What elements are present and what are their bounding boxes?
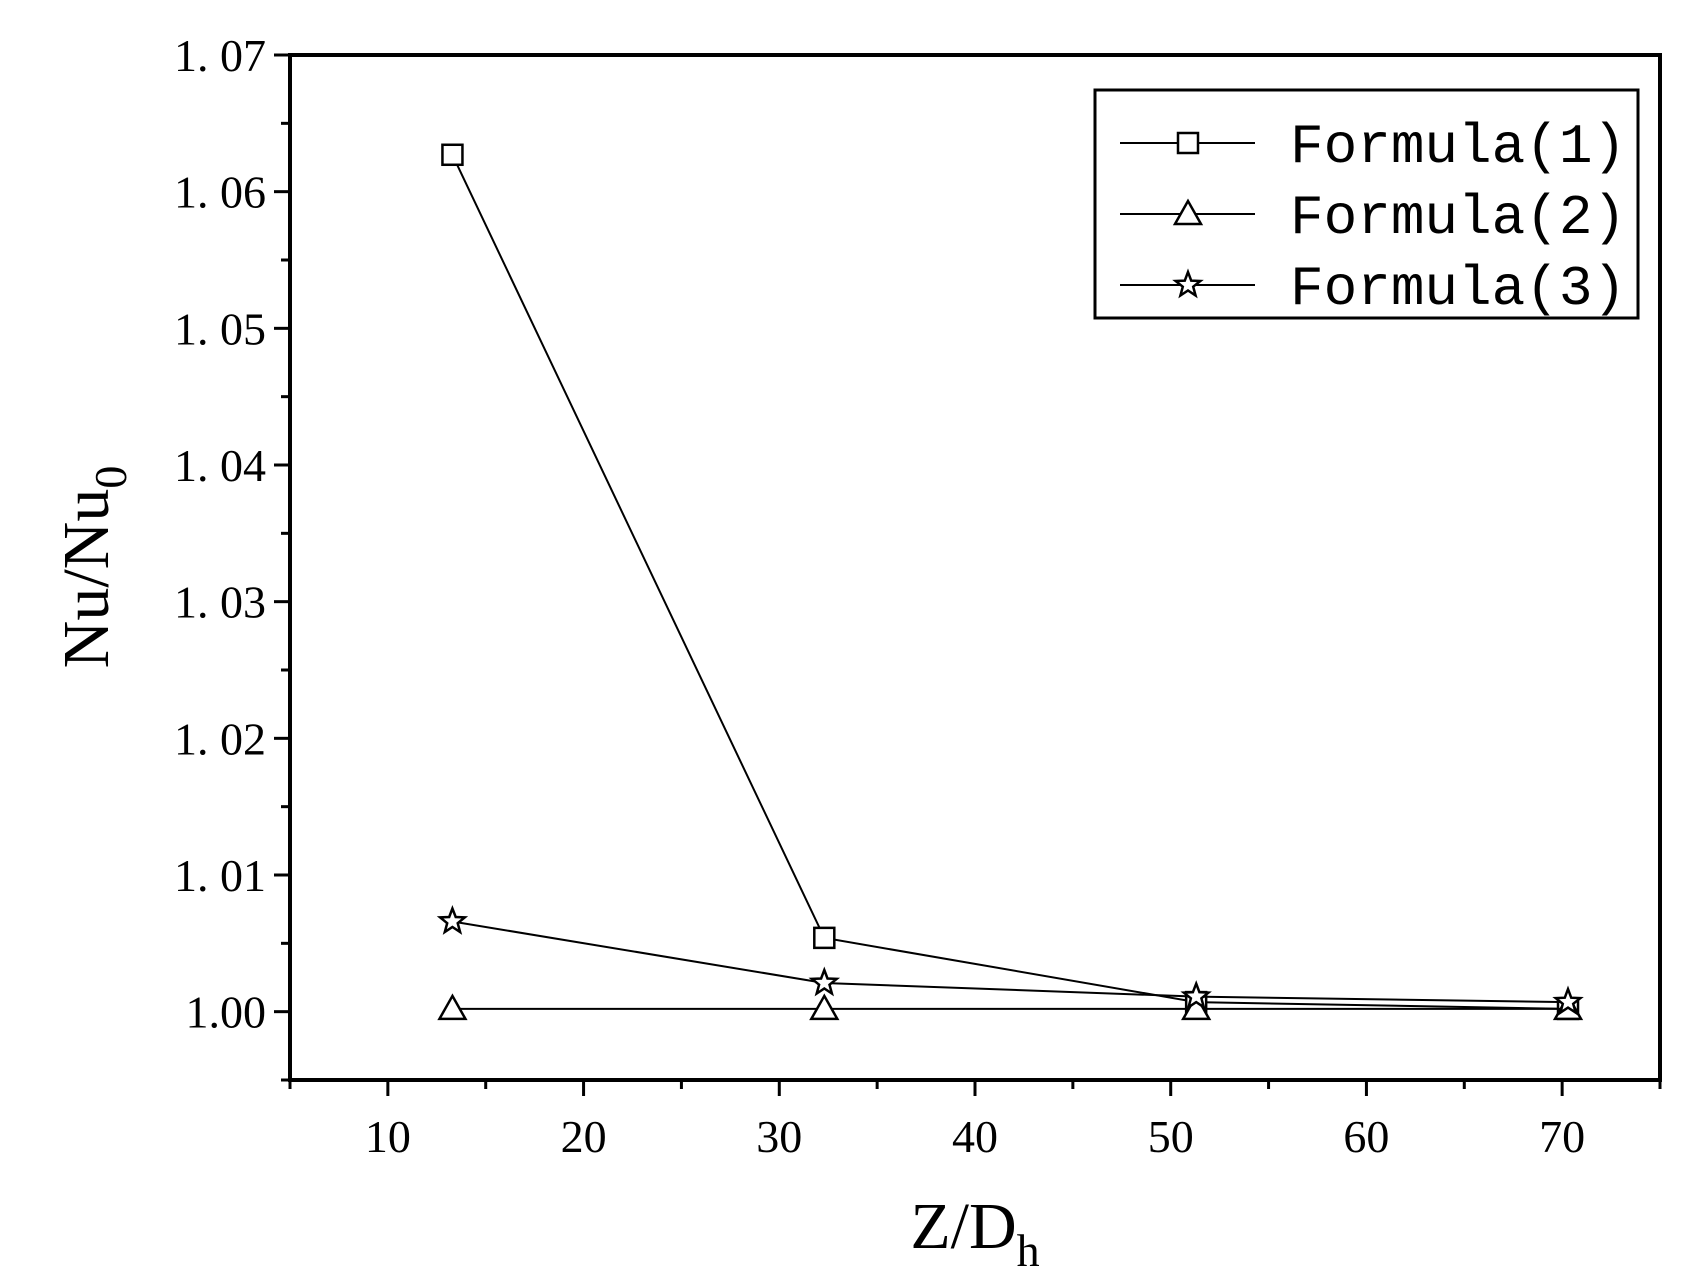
y-axis-title-main: Nu/Nu (50, 489, 123, 669)
x-tick-label: 10 (365, 1111, 411, 1162)
data-point-square (441, 143, 464, 167)
data-point-star (1552, 985, 1584, 1016)
y-tick-label: 1. 03 (174, 577, 266, 628)
legend-marker-star (1172, 268, 1204, 299)
data-point-square (813, 926, 836, 950)
x-axis-title: Z/Dh (910, 1190, 1039, 1276)
x-tick-label: 40 (952, 1111, 998, 1162)
y-tick-label: 1. 04 (174, 440, 266, 491)
series-2 (437, 993, 1584, 1021)
y-axis: 1.00 1. 01 1. 02 1. 03 1. 04 1. 05 1. 06 1. 07 (174, 30, 290, 1082)
legend-marker-square (1176, 131, 1200, 155)
data-point-star (1180, 980, 1212, 1011)
series-3 (436, 904, 1584, 1016)
data-point-triangle (809, 993, 840, 1021)
x-axis-title-sub: h (1017, 1225, 1040, 1276)
legend-label: Formula(3) (1290, 257, 1626, 321)
legend-entry: Formula(2) (1120, 186, 1626, 250)
data-point-star (436, 904, 469, 935)
legend: Formula(1) Formula(2) Formula(3) (1093, 88, 1640, 321)
legend-entry: Formula(1) (1120, 115, 1626, 179)
y-tick-label: 1. 06 (174, 167, 266, 218)
series-line (452, 920, 1569, 1004)
x-tick-label: 70 (1539, 1111, 1585, 1162)
y-tick-label: 1.00 (186, 987, 267, 1038)
x-axis: 10 20 30 40 50 60 70 (288, 1080, 1662, 1162)
data-point-triangle (437, 993, 468, 1021)
y-axis-title: Nu/Nu0 (50, 466, 136, 669)
x-tick-label: 50 (1148, 1111, 1194, 1162)
series-layer (436, 143, 1584, 1021)
y-tick-label: 1. 07 (174, 30, 266, 81)
y-tick-label: 1. 02 (174, 713, 266, 764)
legend-label: Formula(2) (1290, 186, 1626, 250)
legend-marker-triangle (1172, 198, 1204, 226)
y-tick-label: 1. 01 (174, 850, 266, 901)
series-line (451, 154, 1569, 1010)
legend-entry: Formula(3) (1120, 257, 1626, 321)
x-axis-title-main: Z/D (910, 1190, 1016, 1263)
data-point-star (808, 966, 841, 997)
x-tick-label: 30 (756, 1111, 802, 1162)
x-tick-label: 60 (1343, 1111, 1389, 1162)
y-tick-label: 1. 05 (174, 303, 266, 354)
x-tick-label: 20 (561, 1111, 607, 1162)
legend-label: Formula(1) (1290, 115, 1626, 179)
y-axis-title-sub: 0 (85, 466, 136, 489)
